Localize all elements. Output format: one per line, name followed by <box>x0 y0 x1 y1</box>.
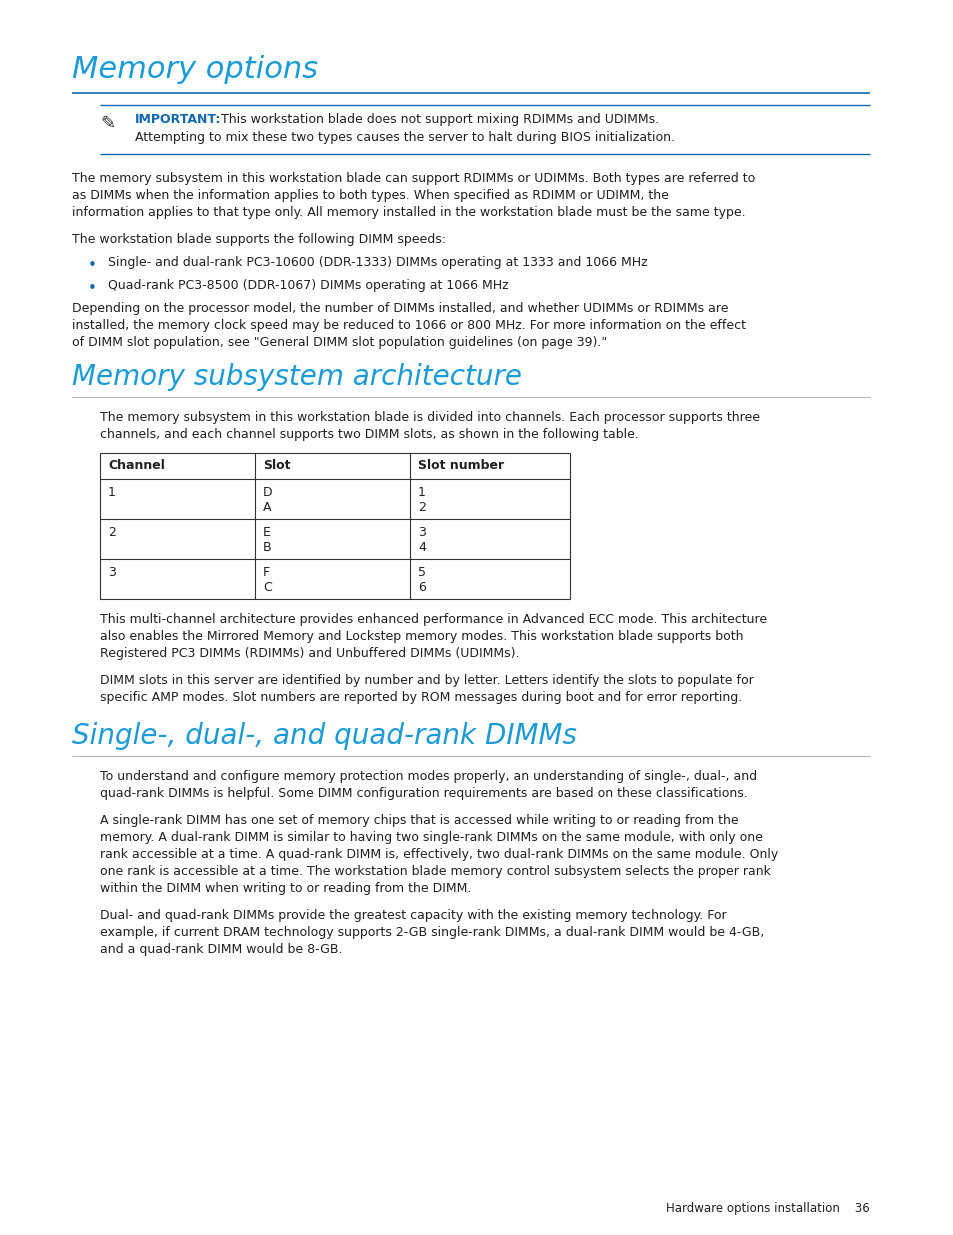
Text: C: C <box>263 580 272 594</box>
Text: To understand and configure memory protection modes properly, an understanding o: To understand and configure memory prote… <box>100 769 757 783</box>
Text: Slot: Slot <box>263 459 291 472</box>
Text: The memory subsystem in this workstation blade is divided into channels. Each pr: The memory subsystem in this workstation… <box>100 411 760 424</box>
Text: 3: 3 <box>108 566 115 579</box>
Text: Memory options: Memory options <box>71 56 317 84</box>
Text: Hardware options installation    36: Hardware options installation 36 <box>665 1202 869 1215</box>
Text: D: D <box>263 487 273 499</box>
Text: DIMM slots in this server are identified by number and by letter. Letters identi: DIMM slots in this server are identified… <box>100 674 753 687</box>
Text: Attempting to mix these two types causes the server to halt during BIOS initiali: Attempting to mix these two types causes… <box>135 131 675 144</box>
Text: rank accessible at a time. A quad-rank DIMM is, effectively, two dual-rank DIMMs: rank accessible at a time. A quad-rank D… <box>100 848 778 861</box>
Text: ✎: ✎ <box>100 115 115 133</box>
Text: E: E <box>263 526 271 538</box>
Text: 2: 2 <box>417 501 425 514</box>
Text: also enables the Mirrored Memory and Lockstep memory modes. This workstation bla: also enables the Mirrored Memory and Loc… <box>100 630 742 643</box>
Text: Quad-rank PC3-8500 (DDR-1067) DIMMs operating at 1066 MHz: Quad-rank PC3-8500 (DDR-1067) DIMMs oper… <box>108 279 508 291</box>
Text: A single-rank DIMM has one set of memory chips that is accessed while writing to: A single-rank DIMM has one set of memory… <box>100 814 738 827</box>
Text: •: • <box>88 282 96 296</box>
Text: A: A <box>263 501 272 514</box>
Text: channels, and each channel supports two DIMM slots, as shown in the following ta: channels, and each channel supports two … <box>100 429 639 441</box>
Text: Slot number: Slot number <box>417 459 503 472</box>
Text: as DIMMs when the information applies to both types. When specified as RDIMM or : as DIMMs when the information applies to… <box>71 189 668 203</box>
Text: 6: 6 <box>417 580 425 594</box>
Text: F: F <box>263 566 270 579</box>
Text: within the DIMM when writing to or reading from the DIMM.: within the DIMM when writing to or readi… <box>100 882 471 895</box>
Text: Single- and dual-rank PC3-10600 (DDR-1333) DIMMs operating at 1333 and 1066 MHz: Single- and dual-rank PC3-10600 (DDR-133… <box>108 256 647 269</box>
Text: 1: 1 <box>108 487 115 499</box>
Text: installed, the memory clock speed may be reduced to 1066 or 800 MHz. For more in: installed, the memory clock speed may be… <box>71 319 745 332</box>
Text: B: B <box>263 541 272 555</box>
Text: quad-rank DIMMs is helpful. Some DIMM configuration requirements are based on th: quad-rank DIMMs is helpful. Some DIMM co… <box>100 787 747 800</box>
Text: IMPORTANT:: IMPORTANT: <box>135 112 221 126</box>
Text: memory. A dual-rank DIMM is similar to having two single-rank DIMMs on the same : memory. A dual-rank DIMM is similar to h… <box>100 831 762 844</box>
Text: Registered PC3 DIMMs (RDIMMs) and Unbuffered DIMMs (UDIMMs).: Registered PC3 DIMMs (RDIMMs) and Unbuff… <box>100 647 519 659</box>
Text: Depending on the processor model, the number of DIMMs installed, and whether UDI: Depending on the processor model, the nu… <box>71 303 728 315</box>
Text: The memory subsystem in this workstation blade can support RDIMMs or UDIMMs. Bot: The memory subsystem in this workstation… <box>71 172 755 185</box>
Text: 5: 5 <box>417 566 426 579</box>
Text: Channel: Channel <box>108 459 165 472</box>
Text: example, if current DRAM technology supports 2-GB single-rank DIMMs, a dual-rank: example, if current DRAM technology supp… <box>100 926 763 939</box>
Text: specific AMP modes. Slot numbers are reported by ROM messages during boot and fo: specific AMP modes. Slot numbers are rep… <box>100 692 741 704</box>
Text: Memory subsystem architecture: Memory subsystem architecture <box>71 363 521 391</box>
Text: 2: 2 <box>108 526 115 538</box>
Text: 4: 4 <box>417 541 425 555</box>
Text: Dual- and quad-rank DIMMs provide the greatest capacity with the existing memory: Dual- and quad-rank DIMMs provide the gr… <box>100 909 726 923</box>
Text: of DIMM slot population, see "General DIMM slot population guidelines (on page 3: of DIMM slot population, see "General DI… <box>71 336 607 350</box>
Text: 3: 3 <box>417 526 425 538</box>
Text: one rank is accessible at a time. The workstation blade memory control subsystem: one rank is accessible at a time. The wo… <box>100 864 770 878</box>
Text: and a quad-rank DIMM would be 8-GB.: and a quad-rank DIMM would be 8-GB. <box>100 944 342 956</box>
Bar <box>100 453 569 599</box>
Text: This workstation blade does not support mixing RDIMMs and UDIMMs.: This workstation blade does not support … <box>213 112 659 126</box>
Text: •: • <box>88 258 96 273</box>
Text: The workstation blade supports the following DIMM speeds:: The workstation blade supports the follo… <box>71 233 446 246</box>
Text: 1: 1 <box>417 487 425 499</box>
Text: This multi-channel architecture provides enhanced performance in Advanced ECC mo: This multi-channel architecture provides… <box>100 613 766 626</box>
Text: information applies to that type only. All memory installed in the workstation b: information applies to that type only. A… <box>71 206 745 219</box>
Text: Single-, dual-, and quad-rank DIMMs: Single-, dual-, and quad-rank DIMMs <box>71 722 577 750</box>
